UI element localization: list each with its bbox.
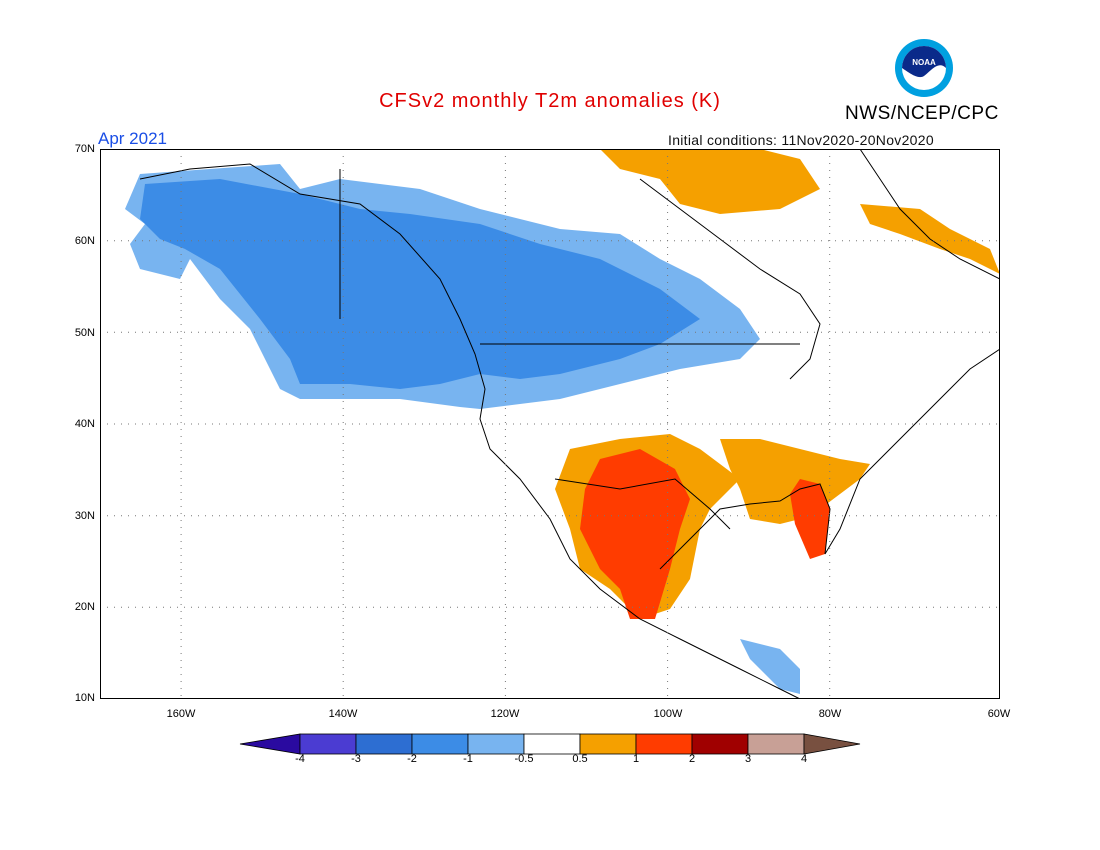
colorbar-swatch-3 [411,733,469,755]
lon-label-100w: 100W [653,708,683,720]
lon-label-120w: 120W [490,708,520,720]
colorbar-label-0.5: 0.5 [572,753,588,765]
forecast-month: Apr 2021 [98,129,167,148]
colorbar-label-minus4: -4 [295,753,305,765]
lon-label-60w: 60W [987,708,1011,720]
initial-conditions: Initial conditions: 11Nov2020-20Nov2020 [668,132,934,148]
colorbar-swatch-1 [299,733,357,755]
logo-text: NOAA [912,58,936,67]
lat-label-60n: 60N [74,235,95,247]
region-central-america-cool [740,639,800,694]
chart-title: CFSv2 monthly T2m anomalies (K) [379,90,721,112]
colorbar-max-arrow [803,733,861,755]
colorbar-swatch-7 [635,733,693,755]
lon-label-140w: 140W [328,708,358,720]
region-southwest-warm-core [580,449,690,619]
colorbar-swatch-8 [691,733,749,755]
coastline-atlantic [824,348,1000,555]
lat-label-20n: 20N [74,601,95,613]
noaa-logo: NOAA [895,39,953,97]
lat-label-10n: 10N [74,692,95,704]
lat-label-50n: 50N [74,327,95,339]
colorbar-min-arrow [239,733,301,755]
lat-label-40n: 40N [74,418,95,430]
colorbar [239,733,861,755]
lat-label-30n: 30N [74,510,95,522]
lat-label-70n: 70N [74,143,95,155]
colorbar-label-minus3: -3 [351,753,361,765]
region-florida-warm [790,479,830,559]
colorbar-swatch-6 [579,733,637,755]
agency-label: NWS/NCEP/CPC [845,103,999,124]
colorbar-swatch-9 [747,733,805,755]
anomaly-map [100,149,1000,699]
lon-label-80w: 80W [818,708,842,720]
colorbar-label-4: 4 [800,753,808,765]
lon-label-160w: 160W [166,708,196,720]
coastline-greenland [859,149,1000,280]
colorbar-label-minus0.5: -0.5 [514,753,534,765]
region-greenland-warm [600,149,820,214]
colorbar-swatch-4 [467,733,525,755]
colorbar-swatch-2 [355,733,413,755]
colorbar-label-2: 2 [688,753,696,765]
region-canada-cold [140,179,700,389]
colorbar-swatch-5 [523,733,581,755]
colorbar-label-1: 1 [632,753,640,765]
colorbar-label-minus2: -2 [407,753,417,765]
coastline-pacific [139,163,801,699]
colorbar-label-3: 3 [744,753,752,765]
colorbar-label-minus1: -1 [463,753,473,765]
coastline-gulf [659,483,831,570]
coastline-hudson [639,178,821,380]
